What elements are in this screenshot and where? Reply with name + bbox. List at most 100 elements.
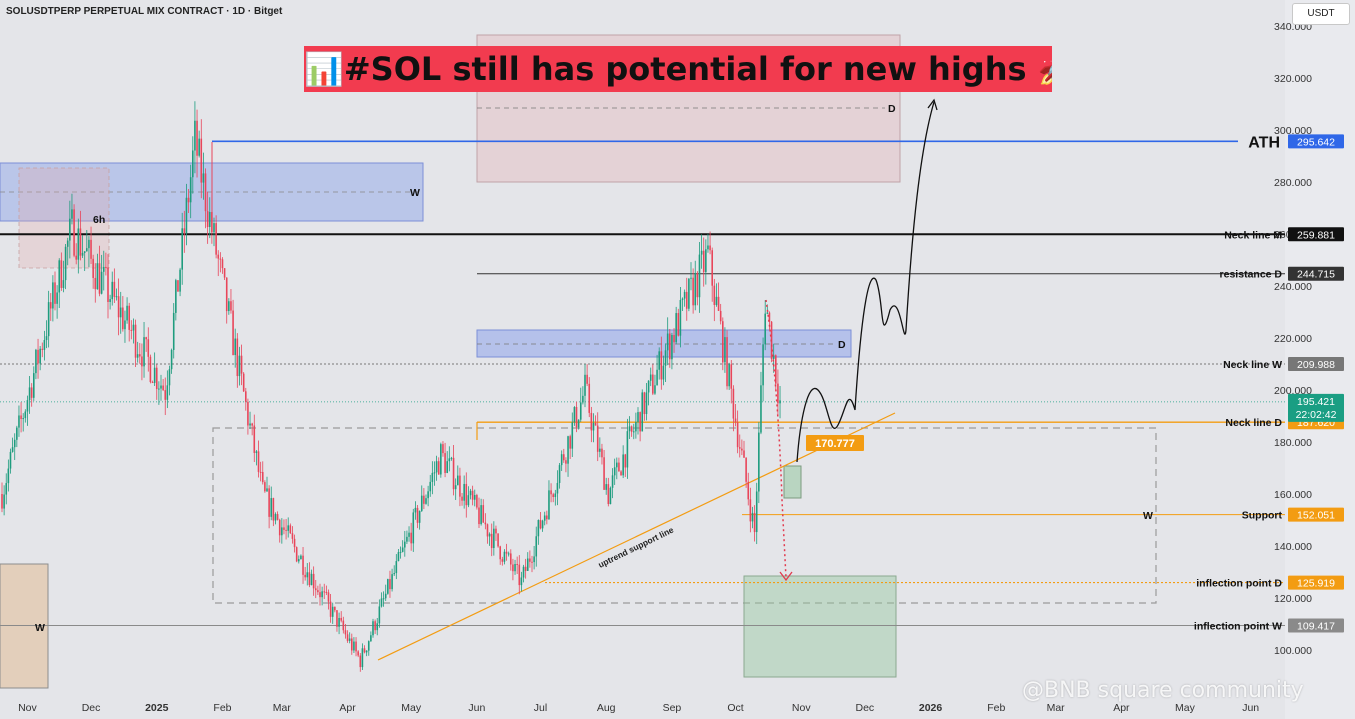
candle-body bbox=[295, 547, 298, 562]
candle-body bbox=[346, 634, 349, 641]
candle-body bbox=[1, 494, 3, 509]
candle-body bbox=[37, 349, 39, 364]
candle-body bbox=[658, 351, 660, 370]
currency-button[interactable]: USDT bbox=[1292, 3, 1350, 25]
y-tick-label-11: 120.000 bbox=[1274, 593, 1312, 605]
candle-body bbox=[35, 349, 37, 374]
candle-body bbox=[679, 300, 682, 336]
headline-banner: 📊#SOL still has potential for new highs … bbox=[304, 46, 1052, 92]
candle-body bbox=[652, 374, 654, 394]
candle-body bbox=[751, 512, 754, 522]
candle-body bbox=[493, 528, 495, 549]
level-value-text-1: 259.881 bbox=[1297, 229, 1335, 241]
candle-body bbox=[206, 211, 209, 228]
candle-body bbox=[522, 566, 525, 578]
candle-body bbox=[384, 593, 387, 599]
candle-body bbox=[308, 572, 311, 586]
candle-body bbox=[338, 617, 340, 627]
candle-body bbox=[200, 138, 203, 183]
candle-body bbox=[673, 335, 675, 343]
candle-body bbox=[622, 454, 624, 476]
candle-body bbox=[18, 415, 20, 428]
candle-body bbox=[92, 258, 94, 278]
candle-body bbox=[688, 278, 690, 309]
candle-body bbox=[149, 356, 152, 383]
candle-body bbox=[170, 349, 173, 370]
candle-body bbox=[374, 621, 376, 631]
level-label-1: Neck line M bbox=[1224, 229, 1282, 241]
candle-body bbox=[363, 648, 366, 653]
candle-body bbox=[39, 348, 41, 364]
level-label-0: ATH bbox=[1248, 134, 1280, 151]
level-value-text-2: 244.715 bbox=[1297, 269, 1335, 281]
y-tick-label-1: 320.000 bbox=[1274, 73, 1312, 85]
x-tick-label-14: 2026 bbox=[919, 702, 943, 714]
candle-body bbox=[225, 277, 228, 312]
candle-body bbox=[747, 481, 750, 500]
candle-body bbox=[28, 387, 31, 401]
candle-body bbox=[635, 421, 637, 432]
candle-body bbox=[98, 263, 101, 294]
candle-body bbox=[664, 350, 667, 366]
small-demand-zone bbox=[783, 465, 802, 499]
candle-body bbox=[340, 617, 342, 621]
candle-body bbox=[232, 310, 234, 356]
x-tick-label-11: Oct bbox=[727, 702, 743, 714]
candle-body bbox=[88, 239, 90, 249]
daily-neck-zone-label: D bbox=[838, 339, 846, 351]
candle-body bbox=[681, 298, 684, 301]
candle-body bbox=[717, 296, 720, 311]
x-tick-label-7: Jun bbox=[468, 702, 485, 714]
candle-body bbox=[675, 313, 677, 343]
candle-body bbox=[261, 472, 264, 483]
watermark: @BNB square community bbox=[1022, 678, 1304, 703]
candle-body bbox=[768, 312, 771, 322]
candle-body bbox=[565, 460, 567, 464]
candle-body bbox=[47, 302, 50, 337]
candle-body bbox=[208, 212, 211, 228]
candle-body bbox=[406, 536, 408, 542]
candle-body bbox=[709, 245, 711, 251]
candle-body bbox=[372, 621, 374, 636]
candle-body bbox=[537, 520, 540, 537]
candle-body bbox=[442, 444, 444, 454]
candle-body bbox=[497, 533, 499, 547]
candle-body bbox=[302, 555, 304, 575]
level-label-5: Support bbox=[1242, 510, 1283, 522]
candle-body bbox=[454, 485, 457, 490]
candle-body bbox=[304, 574, 306, 578]
candle-body bbox=[440, 444, 442, 475]
six-hour-zone bbox=[18, 167, 110, 269]
level-value-text-7: 109.417 bbox=[1297, 621, 1335, 633]
candle-body bbox=[196, 120, 198, 156]
level-label-3: Neck line W bbox=[1223, 359, 1282, 371]
candle-body bbox=[202, 173, 205, 183]
candle-body bbox=[463, 483, 465, 501]
candle-body bbox=[550, 490, 552, 495]
plot-area bbox=[0, 0, 1285, 719]
candle-body bbox=[90, 239, 92, 259]
candle-body bbox=[401, 547, 404, 552]
candle-body bbox=[437, 461, 440, 475]
candle-body bbox=[194, 120, 196, 151]
candle-body bbox=[584, 374, 586, 396]
y-tick-label-8: 180.000 bbox=[1274, 437, 1312, 449]
level-label-6: inflection point D bbox=[1196, 578, 1282, 590]
candle-body bbox=[412, 512, 415, 544]
candle-body bbox=[306, 572, 309, 578]
candle-body bbox=[276, 514, 279, 520]
x-tick-label-6: May bbox=[401, 702, 422, 714]
x-tick-label-18: May bbox=[1175, 702, 1196, 714]
candle-body bbox=[569, 436, 571, 449]
candle-body bbox=[590, 412, 593, 431]
candle-body bbox=[722, 321, 724, 363]
symbol-header[interactable]: SOLUSDTPERP PERPETUAL MIX CONTRACT · 1D … bbox=[6, 6, 283, 17]
level-value-text-5: 152.051 bbox=[1297, 510, 1335, 522]
candle-body bbox=[694, 272, 697, 306]
candle-body bbox=[192, 150, 194, 178]
level-label-2: resistance D bbox=[1220, 269, 1283, 281]
candle-body bbox=[323, 591, 326, 593]
candle-body bbox=[274, 514, 277, 521]
